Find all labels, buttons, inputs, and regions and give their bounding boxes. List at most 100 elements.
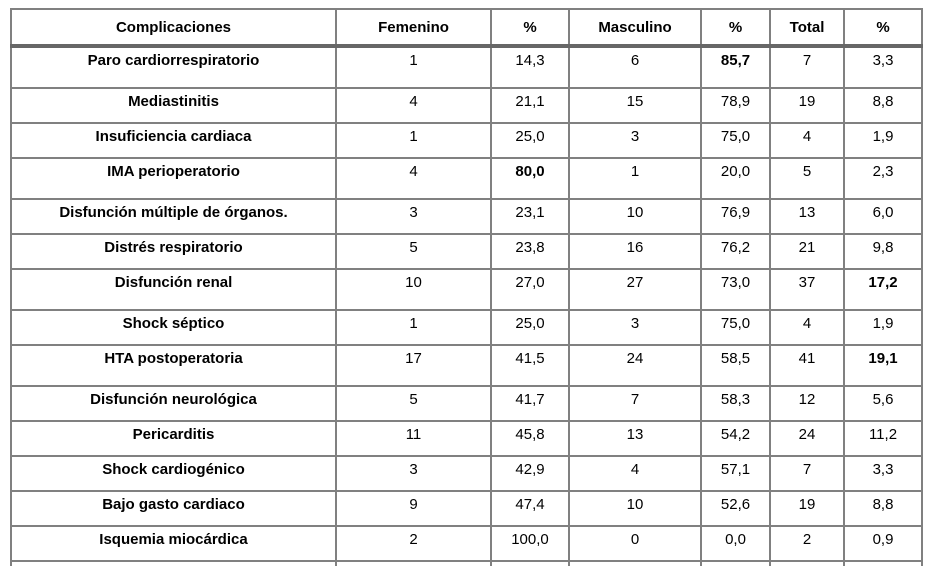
cell-masculino-pct: 58,3 xyxy=(700,385,771,422)
cell-complication: Shock cardiogénico xyxy=(10,455,337,492)
cell-femenino-n: 2 xyxy=(335,525,492,562)
cell-femenino-n: 3 xyxy=(335,198,492,235)
cell-femenino-n: 3 xyxy=(335,455,492,492)
cell-masculino-pct: 76,9 xyxy=(700,198,771,235)
cell-total-pct: 11,2 xyxy=(843,420,923,457)
cell-masculino-pct: 76,2 xyxy=(700,233,771,270)
cell-masculino-pct: 54,2 xyxy=(700,420,771,457)
cell-complication: Bajo gasto cardiaco xyxy=(10,490,337,527)
table-row: Disfunción renal 10 27,0 27 73,0 37 17,2 xyxy=(10,268,923,311)
cell-femenino-pct: 21,1 xyxy=(490,87,570,124)
cell-complication: Shock séptico xyxy=(10,309,337,346)
cell-femenino-pct: 14,3 xyxy=(490,45,570,89)
cell-femenino-pct: 42,9 xyxy=(490,455,570,492)
table-row: Insuficiencia cardiaca 1 25,0 3 75,0 4 1… xyxy=(10,122,923,159)
cell-masculino-pct: 52,6 xyxy=(700,490,771,527)
cell-femenino-n: 4 xyxy=(335,157,492,200)
cell-femenino-n: 10 xyxy=(335,268,492,311)
cell-total-n: 24 xyxy=(769,420,845,457)
cell-masculino-pct: 78,9 xyxy=(700,87,771,124)
cell-total-pct: 3,3 xyxy=(843,45,923,89)
cell-femenino-pct: 23,8 xyxy=(490,233,570,270)
table-row: Shock cardiogénico 3 42,9 4 57,1 7 3,3 xyxy=(10,455,923,492)
cell-femenino-pct: 25,0 xyxy=(490,122,570,159)
column-header-total-pct: % xyxy=(843,8,923,48)
cell-total-pct: 17,2 xyxy=(843,268,923,311)
cell-total-n: 2 xyxy=(769,525,845,562)
cell-masculino-n: 0 xyxy=(568,525,702,562)
cell-total-n: 5 xyxy=(769,157,845,200)
table-row: Isquemia miocárdica 2 100,0 0 0,0 2 0,9 xyxy=(10,525,923,562)
cell-total-pct: 6,0 xyxy=(843,198,923,235)
cell-femenino-n: 1 xyxy=(335,122,492,159)
cell-total-n: 41 xyxy=(769,344,845,387)
cell-total-n: 37 xyxy=(769,268,845,311)
cell-femenino-pct: 47,4 xyxy=(490,490,570,527)
cell-total-pct: 1,9 xyxy=(843,122,923,159)
table-row: IMA perioperatorio 4 80,0 1 20,0 5 2,3 xyxy=(10,157,923,200)
cell-complication: HTA postoperatoria xyxy=(10,344,337,387)
cell-femenino-n: 9 xyxy=(335,490,492,527)
cell-complication: Disfunción múltiple de órganos. xyxy=(10,198,337,235)
column-header-masculino-pct: % xyxy=(700,8,771,48)
cell-femenino-n: 1 xyxy=(335,309,492,346)
cell-total-pct: 0,9 xyxy=(843,525,923,562)
cell-femenino-pct: 23,1 xyxy=(490,198,570,235)
column-header-masculino: Masculino xyxy=(568,8,702,48)
cell-total-pct: 8,8 xyxy=(843,490,923,527)
table-row: Disfunción múltiple de órganos. 3 23,1 1… xyxy=(10,198,923,235)
cell-masculino-n: 1 xyxy=(568,157,702,200)
cell-femenino-n: 1 xyxy=(335,45,492,89)
cell-femenino-pct: 41,7 xyxy=(490,385,570,422)
header-row: Complicaciones Femenino % Masculino % To… xyxy=(10,8,923,48)
column-header-femenino-pct: % xyxy=(490,8,570,48)
table-row: Disfunción neurológica 5 41,7 7 58,3 12 … xyxy=(10,385,923,422)
cell-complication: Distrés respiratorio xyxy=(10,233,337,270)
cell-complication: Total xyxy=(10,560,337,566)
cell-masculino-pct: 75,0 xyxy=(700,309,771,346)
cell-total-pct: 8,8 xyxy=(843,87,923,124)
cell-total-n: 13 xyxy=(769,198,845,235)
cell-total-n: 7 xyxy=(769,455,845,492)
cell-masculino-n: 10 xyxy=(568,198,702,235)
cell-masculino-pct: 85,7 xyxy=(700,45,771,89)
cell-masculino-n: 3 xyxy=(568,309,702,346)
column-header-femenino: Femenino xyxy=(335,8,492,48)
cell-femenino-n: 17 xyxy=(335,344,492,387)
cell-masculino-pct: 0,0 xyxy=(700,525,771,562)
cell-masculino-pct: 57,1 xyxy=(700,455,771,492)
cell-femenino-pct: 80,0 xyxy=(490,157,570,200)
table-row: Distrés respiratorio 5 23,8 16 76,2 21 9… xyxy=(10,233,923,270)
cell-complication: Paro cardiorrespiratorio xyxy=(10,45,337,89)
complications-table: Complicaciones Femenino % Masculino % To… xyxy=(10,8,923,566)
cell-total-n: 21 xyxy=(769,233,845,270)
table-row: Bajo gasto cardiaco 9 47,4 10 52,6 19 8,… xyxy=(10,490,923,527)
cell-total-n: 215 xyxy=(769,560,845,566)
table-row: HTA postoperatoria 17 41,5 24 58,5 41 19… xyxy=(10,344,923,387)
cell-complication: IMA perioperatorio xyxy=(10,157,337,200)
table-row: Mediastinitis 4 21,1 15 78,9 19 8,8 xyxy=(10,87,923,124)
column-header-complicaciones: Complicaciones xyxy=(10,8,337,48)
cell-total-n: 4 xyxy=(769,309,845,346)
cell-complication: Mediastinitis xyxy=(10,87,337,124)
cell-femenino-pct: 45,8 xyxy=(490,420,570,457)
cell-femenino-pct: 25,0 xyxy=(490,309,570,346)
cell-femenino-n: 4 xyxy=(335,87,492,124)
cell-total-n: 19 xyxy=(769,490,845,527)
cell-complication: Isquemia miocárdica xyxy=(10,525,337,562)
table-row: Shock séptico 1 25,0 3 75,0 4 1,9 xyxy=(10,309,923,346)
cell-complication: Insuficiencia cardiaca xyxy=(10,122,337,159)
table-row: Paro cardiorrespiratorio 1 14,3 6 85,7 7… xyxy=(10,45,923,89)
cell-complication: Disfunción neurológica xyxy=(10,385,337,422)
cell-femenino-pct: 27,0 xyxy=(490,268,570,311)
cell-masculino-pct: 20,0 xyxy=(700,157,771,200)
cell-masculino-pct: 58,5 xyxy=(700,344,771,387)
cell-masculino-n: 7 xyxy=(568,385,702,422)
cell-total-pct: 9,8 xyxy=(843,233,923,270)
cell-complication: Pericarditis xyxy=(10,420,337,457)
cell-complication: Disfunción renal xyxy=(10,268,337,311)
cell-masculino-n: 6 xyxy=(568,45,702,89)
cell-total-pct: 100,0 xyxy=(843,560,923,566)
cell-masculino-n: 10 xyxy=(568,490,702,527)
